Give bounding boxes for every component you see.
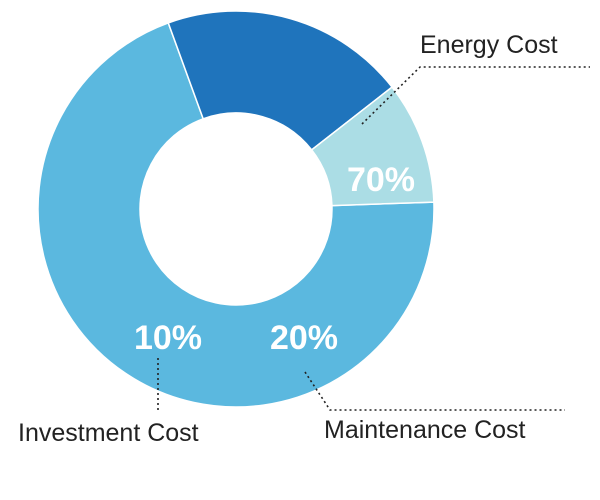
data-label-maintenance-cost: 20% — [270, 319, 338, 357]
slice-energy-cost — [37, 21, 435, 408]
leader-line-maintenance-cost — [304, 371, 565, 411]
slices-group — [37, 10, 435, 408]
data-label-investment-cost: 10% — [134, 319, 202, 357]
category-label-investment-cost: Investment Cost — [18, 419, 199, 447]
category-label-maintenance-cost: Maintenance Cost — [324, 416, 526, 444]
leader-line-energy-cost — [361, 66, 590, 125]
category-label-energy-cost: Energy Cost — [420, 31, 558, 59]
slice-investment-cost — [310, 86, 435, 207]
data-label-energy-cost: 70% — [347, 161, 415, 199]
slice-maintenance-cost — [167, 10, 394, 151]
